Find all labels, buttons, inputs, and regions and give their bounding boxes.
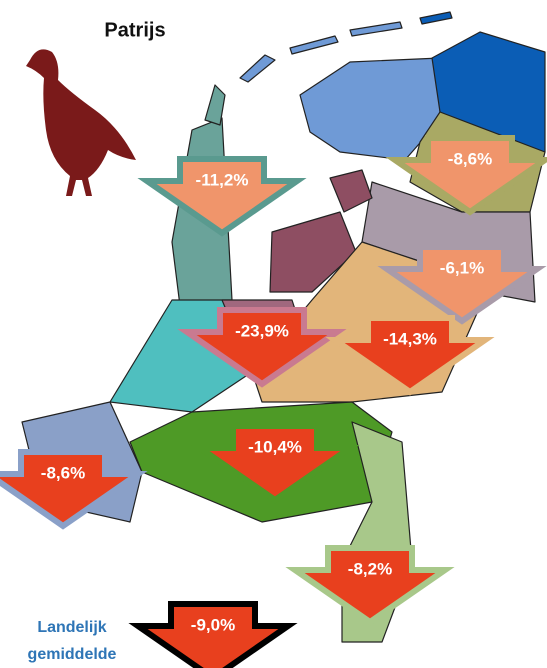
national-caption: Landelijk [37,619,106,636]
arrow: -14,3% [335,318,485,392]
arrow: -6,1% [387,247,537,321]
province-flevoland-north [329,169,373,213]
arrow: -23,9% [187,310,337,384]
arrow: -8,2% [295,548,445,622]
arrow-national: -9,0% [138,604,288,668]
change-label: -8,2% [348,559,392,578]
change-label: -8,6% [41,463,85,482]
change-label: -23,9% [235,321,289,340]
island [204,84,226,126]
title: Patrijs [104,19,165,41]
change-label: -8,6% [448,149,492,168]
arrow: -11,2% [147,159,297,233]
national-caption: gemiddelde [28,646,117,663]
arrow: -10,4% [200,426,350,500]
change-label: -6,1% [440,258,484,277]
partridge-silhouette [26,49,136,197]
island [239,54,276,83]
island [289,35,339,55]
island [349,21,403,37]
arrow: -8,6% [395,138,545,212]
change-label: -10,4% [248,437,302,456]
national-label: -9,0% [191,615,235,634]
change-label: -14,3% [383,329,437,348]
island [419,11,453,25]
arrow: -8,6% [0,452,138,526]
change-label: -11,2% [196,170,249,189]
province-flevoland [269,211,357,293]
